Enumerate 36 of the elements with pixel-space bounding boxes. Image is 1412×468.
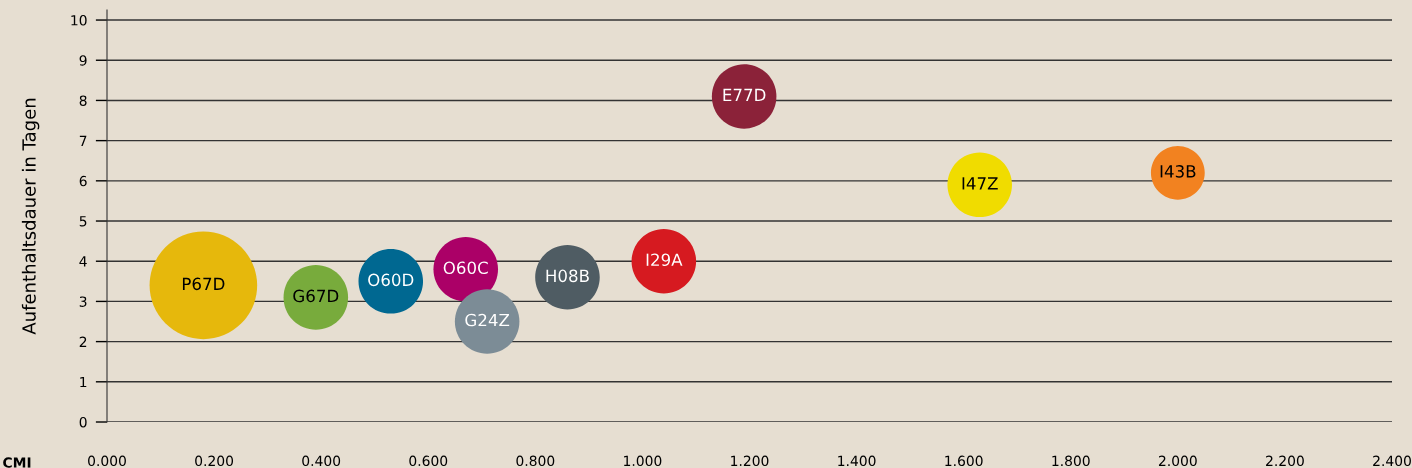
series-label: I43B	[1160, 165, 1196, 178]
series-label: P67D	[182, 277, 225, 291]
y-tick-label: 7	[79, 135, 87, 146]
x-tick-label: 0.000	[88, 455, 126, 467]
y-tick-label: 2	[79, 336, 87, 347]
series-label: G67D	[293, 289, 339, 303]
series-label: I47Z	[962, 177, 998, 190]
x-tick-label: 2.400	[1373, 455, 1411, 467]
x-tick-label: 1.200	[731, 455, 769, 467]
series-label: O60D	[368, 273, 414, 287]
x-tick-label: 0.200	[195, 455, 234, 467]
x-axis-title: CMI	[3, 457, 31, 468]
series-label: G24Z	[465, 313, 510, 327]
x-tick-label: 1.800	[1052, 455, 1090, 467]
y-tick-label: 8	[79, 95, 87, 106]
y-tick-label: 9	[79, 55, 87, 66]
x-tick-label: 1.000	[624, 455, 662, 467]
y-tick-label: 10	[71, 15, 87, 26]
x-tick-label: 1.600	[945, 455, 983, 467]
x-tick-label: 0.400	[302, 455, 341, 467]
y-tick-label: 5	[79, 216, 87, 227]
y-tick-label: 0	[79, 416, 87, 428]
series-label: E77D	[723, 88, 766, 102]
y-tick-label: 6	[79, 175, 87, 187]
series-label: O60C	[443, 261, 488, 275]
y-tick-label: 3	[79, 296, 87, 307]
y-tick-label: 1	[80, 376, 87, 388]
y-tick-label: 4	[79, 256, 87, 267]
x-tick-label: 0.600	[409, 455, 448, 467]
series-label: H08B	[546, 269, 589, 283]
y-axis-title: Aufenthaltsdauer in Tagen	[21, 98, 40, 335]
x-tick-label: 0.800	[516, 455, 555, 467]
x-tick-label: 2.000	[1158, 455, 1197, 467]
x-tick-label: 1.400	[838, 455, 876, 467]
series-label: I29A	[646, 253, 683, 267]
x-tick-label: 2.200	[1266, 455, 1304, 467]
